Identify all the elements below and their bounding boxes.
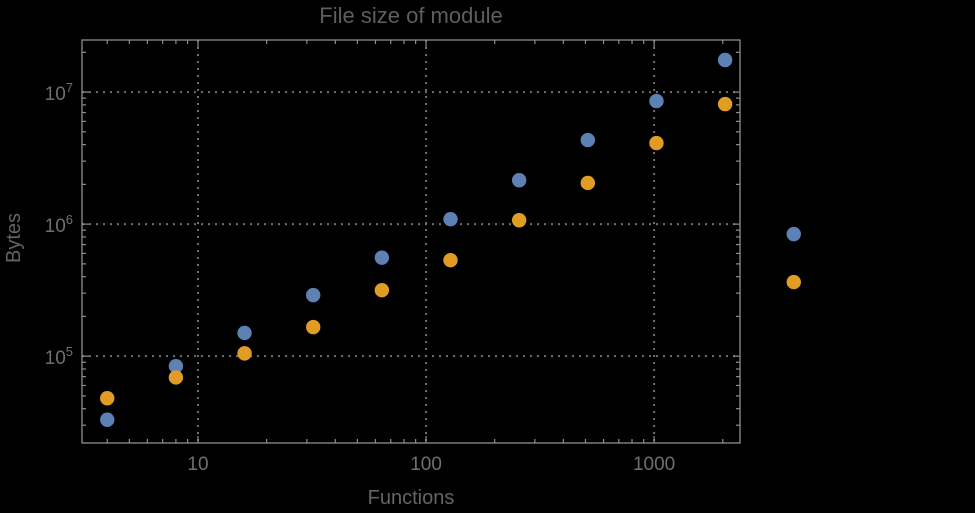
x-tick-label: 1000 [633, 454, 675, 475]
data-point-blue [168, 358, 184, 374]
data-point-blue [717, 52, 733, 68]
x-tick-label: 100 [410, 454, 442, 475]
data-point-blue [786, 226, 801, 242]
data-point-blue [100, 412, 115, 427]
data-point-orange [168, 370, 184, 385]
data-point-orange [443, 253, 458, 268]
plot-frame [81, 39, 741, 444]
data-point-blue [306, 287, 321, 303]
data-point-orange [649, 135, 664, 151]
data-point-blue [374, 250, 390, 265]
data-point-orange [306, 319, 321, 335]
y-tick-label: 106 [45, 212, 73, 237]
y-tick-label: 107 [45, 80, 73, 105]
data-point-orange [786, 274, 801, 290]
data-point-orange [100, 391, 115, 406]
data-point-orange [580, 175, 596, 191]
data-point-blue [580, 132, 596, 148]
data-point-blue [511, 173, 527, 188]
data-point-orange [717, 96, 733, 112]
data-point-orange [237, 346, 252, 361]
x-axis-label: Functions [367, 487, 455, 509]
data-point-blue [649, 93, 664, 109]
data-point-blue [237, 325, 252, 341]
data-point-orange [374, 282, 390, 298]
data-point-blue [443, 211, 458, 227]
y-axis-label: Bytes [3, 212, 25, 264]
data-point-orange [511, 213, 527, 228]
y-tick-label: 105 [45, 344, 73, 369]
x-tick-label: 10 [187, 454, 208, 475]
chart-title: File size of module [319, 3, 503, 28]
